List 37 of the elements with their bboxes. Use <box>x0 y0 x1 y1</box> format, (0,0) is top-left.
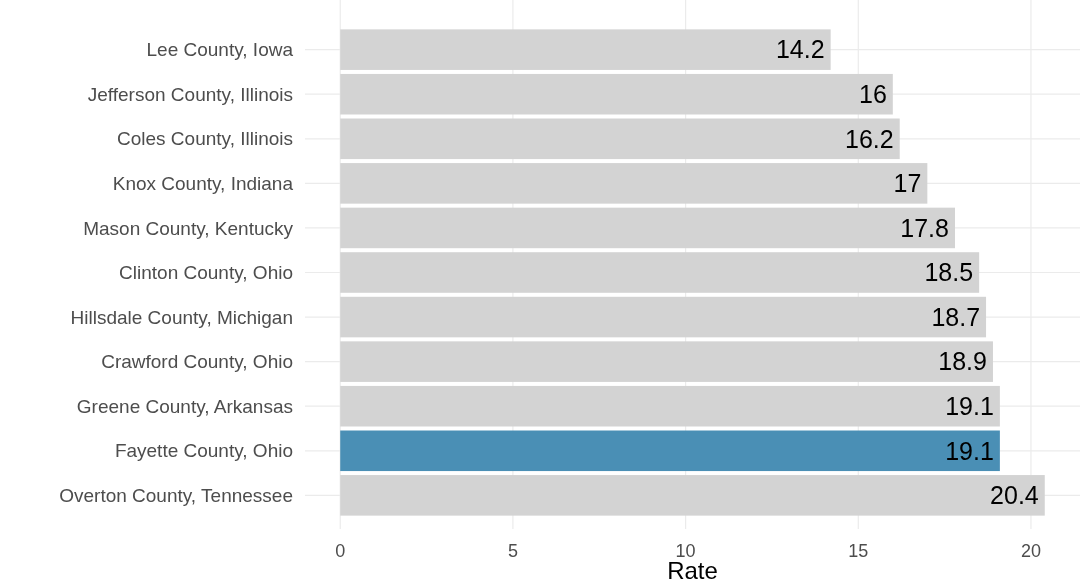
data-label: 18.7 <box>931 302 981 331</box>
x-tick-label: 15 <box>848 541 869 561</box>
y-tick-label: Clinton County, Ohio <box>119 262 293 284</box>
bar <box>340 296 987 338</box>
bar <box>340 385 1000 427</box>
x-tick-label: 0 <box>335 541 346 561</box>
y-tick-label: Mason County, Kentucky <box>83 217 294 239</box>
y-tick-label: Crawford County, Ohio <box>101 351 293 373</box>
bar <box>340 73 893 115</box>
bar <box>340 118 900 160</box>
bar <box>340 341 993 382</box>
y-tick-label: Fayette County, Ohio <box>114 440 293 462</box>
y-tick-label: Hillsdale County, Michigan <box>70 306 293 328</box>
bar <box>340 29 831 70</box>
y-tick-label: Greene County, Arkansas <box>76 395 293 417</box>
data-label: 20.4 <box>990 481 1039 510</box>
y-tick-label: Overton County, Tennessee <box>59 485 293 506</box>
y-tick-label: Knox County, Indiana <box>112 173 294 195</box>
data-label: 14.2 <box>775 35 825 64</box>
bar <box>340 207 955 249</box>
data-label: 19.1 <box>945 391 994 420</box>
data-label: 17 <box>893 169 922 198</box>
y-tick-label: Coles County, Illinois <box>116 128 293 150</box>
data-label: 18.5 <box>924 258 974 287</box>
data-label: 19.1 <box>945 436 994 465</box>
data-label: 18.9 <box>938 347 987 376</box>
bar <box>340 252 980 293</box>
data-label: 17.8 <box>900 213 949 242</box>
x-tick-label: 5 <box>507 541 518 561</box>
bar <box>340 430 1000 472</box>
data-label: 16.2 <box>845 124 894 153</box>
data-label: 16 <box>859 79 887 108</box>
y-tick-label: Jefferson County, Illinois <box>87 83 293 105</box>
x-tick-label: 20 <box>1020 541 1041 561</box>
bar <box>340 475 1045 516</box>
bar <box>340 163 928 204</box>
y-tick-label: Lee County, Iowa <box>146 39 294 61</box>
